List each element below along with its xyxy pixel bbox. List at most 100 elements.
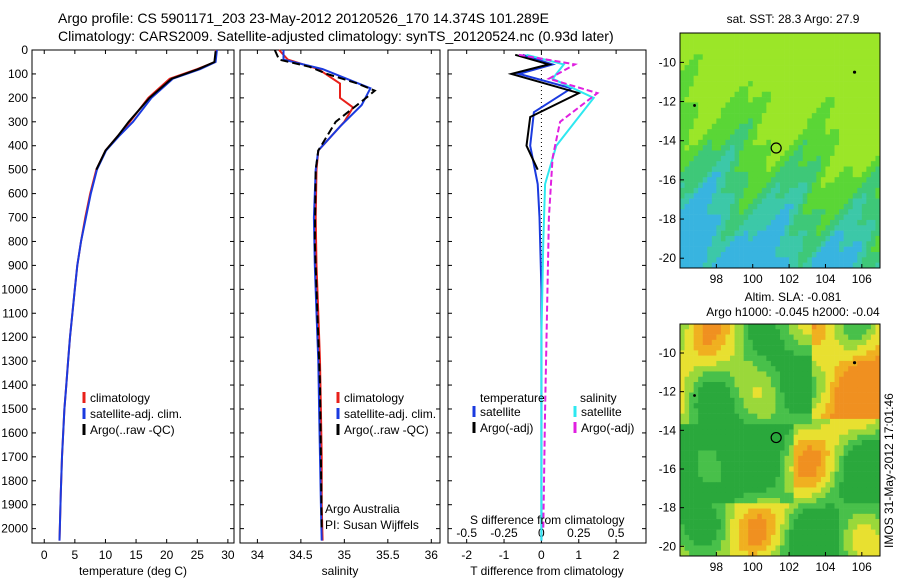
sla-map-cell — [720, 418, 726, 425]
sla-map-cell — [698, 445, 704, 451]
sst-map-cell — [761, 129, 767, 135]
sla-map-cell — [811, 403, 817, 409]
sla-map-cell — [816, 424, 822, 430]
sst-map-cell — [807, 145, 813, 151]
sla-map-cell — [711, 424, 717, 430]
sla-map-cell — [811, 366, 817, 372]
sla-map-cell — [716, 329, 722, 335]
sst-map-cell — [766, 214, 772, 221]
sla-map-cell — [743, 550, 749, 557]
sst-map-cell — [870, 65, 876, 71]
sla-map-cell — [748, 524, 754, 530]
sla-map-cell — [875, 366, 881, 372]
sst-map-cell — [861, 59, 867, 66]
sla-map-cell — [707, 508, 713, 515]
sla-map-cell — [802, 440, 808, 446]
sst-map-cell — [752, 33, 758, 39]
sla-map-cell — [684, 524, 690, 530]
sla-map-cell — [720, 540, 726, 546]
sst-map-cell — [770, 145, 776, 151]
sla-map-cell — [848, 387, 854, 393]
sst-map-cell — [816, 65, 822, 71]
sst-map-cell — [798, 70, 804, 77]
sst-map-cell — [816, 262, 822, 269]
sst-map-cell — [734, 177, 740, 183]
sst-map-cell — [725, 251, 731, 258]
sst-map-cell — [793, 86, 799, 93]
sla-map-cell — [702, 366, 708, 372]
sla-map-cell — [802, 329, 808, 335]
sla-map-cell — [839, 466, 844, 472]
sst-map-cell — [716, 107, 722, 114]
sla-map-cell — [702, 350, 708, 356]
sst-map-cell — [684, 75, 690, 82]
sst-map-cell — [766, 235, 772, 242]
sla-map-cell — [725, 339, 731, 346]
sla-map-cell — [716, 413, 722, 420]
sst-map-cell — [693, 145, 699, 151]
sla-map-cell — [811, 418, 817, 425]
sla-map-cell — [861, 450, 867, 457]
sla-map-cell — [761, 529, 767, 536]
sst-map-cell — [866, 38, 872, 44]
sst-map-cell — [761, 161, 767, 167]
sla-map-cell — [693, 461, 699, 467]
sst-map-cell — [711, 86, 717, 93]
sla-map-cell — [825, 450, 831, 457]
sst-map-cell — [825, 198, 831, 205]
sla-map-cell — [725, 461, 731, 467]
sla-map-cell — [789, 466, 794, 472]
sst-map-cell — [743, 97, 749, 103]
sst-map-cell — [830, 166, 835, 173]
sst-map-cell — [702, 43, 708, 50]
sla-map-cell — [852, 413, 858, 420]
sst-map-cell — [798, 102, 804, 109]
sla-map-cell — [780, 440, 785, 446]
sst-map-cell — [820, 161, 826, 167]
sst-map-cell — [839, 225, 844, 231]
sla-map-cell — [857, 482, 863, 488]
sla-map-cell — [743, 529, 749, 536]
sla-map-cell — [748, 345, 754, 351]
sla-map-cell — [711, 350, 717, 356]
sst-map-cell — [752, 193, 758, 199]
sla-map-cell — [798, 387, 804, 393]
sst-map-cell — [684, 241, 690, 247]
sst-map-cell — [807, 123, 813, 130]
sst-map-cell — [720, 107, 726, 114]
sst-map-cell — [789, 214, 794, 221]
sla-map-cell — [770, 466, 776, 472]
sst-map-cell — [866, 150, 872, 157]
sla-map-cell — [807, 424, 813, 430]
sla-map-cell — [811, 455, 817, 462]
sla-map-cell — [816, 429, 822, 436]
sst-map-cell — [770, 241, 776, 247]
sst-map-cell — [789, 241, 794, 247]
sst-map-cell — [720, 235, 726, 242]
sla-map-cell — [734, 413, 740, 420]
sst-map-cell — [820, 86, 826, 93]
sla-map-cell — [852, 366, 858, 372]
sst-map-cell — [725, 225, 731, 231]
sst-map-cell — [693, 129, 699, 135]
sla-map-cell — [839, 324, 844, 330]
sst-map-cell — [857, 241, 863, 247]
sst-map-cell — [843, 86, 849, 93]
sla-map-cell — [825, 355, 831, 362]
sst-map-cell — [702, 33, 708, 39]
sla-map-cell — [748, 529, 754, 536]
sla-map-cell — [743, 339, 749, 346]
sla-map-cell — [866, 408, 872, 414]
sst-map-cell — [766, 257, 772, 263]
sst-map-cell — [743, 129, 749, 135]
sla-map-cell — [716, 466, 722, 472]
sla-map-cell — [780, 482, 785, 488]
sla-map-cell — [798, 329, 804, 335]
sla-map-cell — [693, 455, 699, 462]
sla-map-cell — [739, 492, 744, 499]
sla-map-cell — [725, 476, 731, 483]
sst-map-frame — [679, 32, 881, 269]
sst-map-cell — [734, 102, 740, 109]
sst-map-cell — [698, 118, 704, 125]
sla-map-cell — [689, 482, 694, 488]
